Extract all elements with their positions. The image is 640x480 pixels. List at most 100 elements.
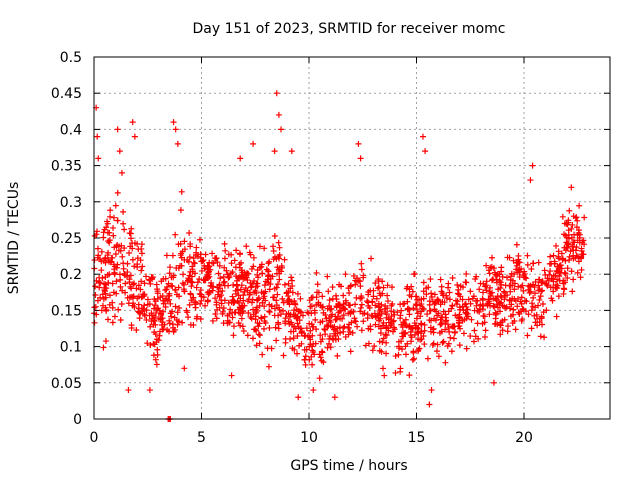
data-point xyxy=(492,320,499,327)
data-point xyxy=(406,306,413,313)
data-point xyxy=(342,271,349,278)
data-point xyxy=(198,293,205,300)
data-point xyxy=(368,255,375,262)
data-point xyxy=(133,285,140,292)
data-point xyxy=(453,301,460,308)
data-point xyxy=(233,273,240,280)
data-point xyxy=(273,297,280,304)
data-point xyxy=(526,289,533,296)
data-point xyxy=(220,320,227,327)
data-point xyxy=(194,279,201,286)
data-point xyxy=(157,311,164,318)
data-point xyxy=(549,275,556,282)
data-point xyxy=(122,280,129,287)
data-point xyxy=(251,277,258,284)
data-point xyxy=(539,301,546,308)
data-point xyxy=(100,229,107,236)
data-point xyxy=(535,259,542,266)
data-point xyxy=(580,251,587,258)
data-point xyxy=(232,287,239,294)
data-point xyxy=(239,323,246,330)
data-points xyxy=(91,90,588,422)
data-point xyxy=(288,274,295,281)
data-point xyxy=(247,251,254,258)
data-point xyxy=(462,279,469,286)
data-point xyxy=(172,303,179,310)
data-point xyxy=(160,300,167,307)
data-point xyxy=(515,283,522,290)
data-point xyxy=(249,296,256,303)
data-point xyxy=(507,313,514,320)
data-point xyxy=(439,339,446,346)
data-point xyxy=(461,316,468,323)
data-point xyxy=(408,338,415,345)
data-point xyxy=(383,350,390,357)
data-point xyxy=(573,224,580,231)
data-point xyxy=(268,303,275,310)
data-point xyxy=(366,304,373,311)
x-tick-label: 20 xyxy=(515,430,533,446)
data-point xyxy=(196,236,203,243)
data-point xyxy=(391,311,398,318)
data-point xyxy=(467,333,474,340)
data-point xyxy=(519,305,526,312)
data-point xyxy=(560,280,567,287)
data-point xyxy=(160,325,167,332)
data-point xyxy=(214,306,221,313)
data-point xyxy=(422,148,429,155)
data-point xyxy=(463,309,470,316)
data-point xyxy=(387,322,394,329)
data-point xyxy=(358,260,365,267)
data-point xyxy=(225,282,232,289)
data-point xyxy=(497,331,504,338)
data-point xyxy=(531,312,538,319)
data-point xyxy=(581,241,588,248)
data-point xyxy=(436,330,443,337)
data-point xyxy=(215,288,222,295)
data-point xyxy=(143,316,150,323)
data-point xyxy=(120,265,127,272)
data-point xyxy=(401,320,408,327)
data-point xyxy=(444,343,451,350)
data-point xyxy=(470,338,477,345)
data-point xyxy=(513,266,520,273)
data-point xyxy=(289,321,296,328)
data-point xyxy=(212,311,219,318)
data-point xyxy=(468,316,475,323)
data-point xyxy=(497,292,504,299)
data-point xyxy=(329,295,336,302)
data-point xyxy=(486,284,493,291)
data-point xyxy=(312,316,319,323)
data-point xyxy=(164,326,171,333)
data-point xyxy=(398,338,405,345)
data-point xyxy=(134,295,141,302)
data-point xyxy=(530,260,537,267)
data-point xyxy=(424,355,431,362)
data-point xyxy=(190,294,197,301)
data-point xyxy=(547,253,554,260)
data-point xyxy=(463,303,470,310)
data-point xyxy=(404,283,411,290)
data-point xyxy=(189,263,196,270)
x-axis-label: GPS time / hours xyxy=(290,458,407,474)
data-point xyxy=(524,332,531,339)
data-point xyxy=(256,302,263,309)
data-point xyxy=(410,349,417,356)
data-point xyxy=(103,306,110,313)
data-point xyxy=(483,287,490,294)
data-point xyxy=(154,346,161,353)
data-point xyxy=(172,126,179,133)
data-point xyxy=(131,280,138,287)
data-point xyxy=(153,339,160,346)
data-point xyxy=(324,273,331,280)
data-point xyxy=(573,244,580,251)
data-point xyxy=(144,296,151,303)
data-point xyxy=(565,219,572,226)
data-point xyxy=(491,303,498,310)
data-point xyxy=(314,281,321,288)
data-point xyxy=(253,290,260,297)
data-point xyxy=(248,283,255,290)
data-point xyxy=(471,327,478,334)
data-point xyxy=(446,289,453,296)
data-point xyxy=(167,300,174,307)
